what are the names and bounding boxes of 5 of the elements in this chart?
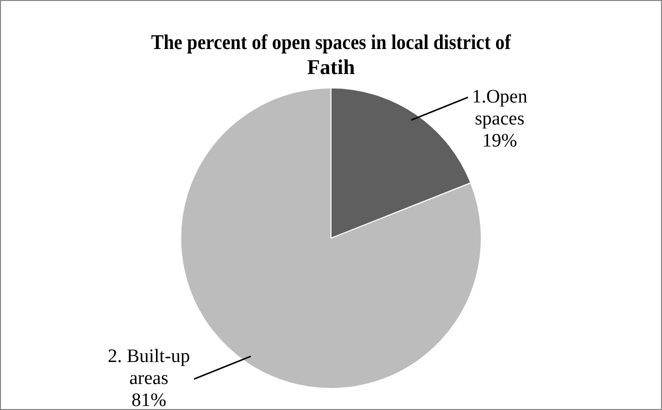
data-label: 19%	[482, 130, 518, 152]
slice-label: 2. Built-up areas	[108, 346, 190, 390]
data-label: 81%	[131, 390, 166, 410]
slice-label: 1.Open spaces	[472, 86, 528, 130]
chart-title: The percent of open spaces in local district of Fatih	[151, 31, 512, 80]
